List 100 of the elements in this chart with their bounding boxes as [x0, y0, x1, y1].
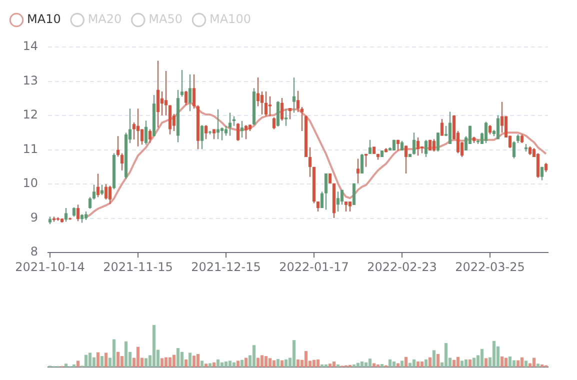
- candlestick: [296, 90, 300, 113]
- bar: [208, 363, 212, 367]
- bar: [436, 354, 440, 367]
- bar: [264, 356, 268, 367]
- bar: [432, 350, 436, 367]
- bar: [228, 360, 232, 367]
- candlestick: [240, 120, 244, 138]
- bar: [508, 356, 512, 367]
- bar: [444, 343, 448, 367]
- bar: [352, 364, 356, 367]
- candlestick: [340, 189, 344, 206]
- bar: [212, 362, 216, 367]
- bar: [204, 364, 208, 367]
- bar: [292, 340, 296, 367]
- candlestick: [220, 127, 224, 141]
- bar: [388, 359, 392, 367]
- bar: [452, 360, 456, 367]
- candlestick: [244, 124, 248, 140]
- candlestick: [212, 128, 216, 140]
- candlestick: [108, 185, 112, 204]
- bar: [280, 360, 284, 367]
- candlestick: [184, 90, 188, 106]
- bar: [460, 360, 464, 367]
- bar: [172, 354, 176, 367]
- candlestick: [292, 77, 296, 114]
- candlestick: [536, 152, 540, 178]
- candlestick: [416, 136, 420, 156]
- candlestick: [316, 201, 320, 212]
- bar: [316, 359, 320, 367]
- bar: [368, 358, 372, 367]
- candlestick: [324, 172, 328, 210]
- bar: [408, 362, 412, 367]
- bar: [88, 352, 92, 367]
- candlestick: [224, 125, 228, 136]
- candlestick: [308, 146, 312, 178]
- bar: [376, 364, 380, 367]
- candlestick: [280, 98, 284, 122]
- candlestick: [544, 162, 548, 173]
- bar: [176, 348, 180, 367]
- bar: [112, 339, 116, 367]
- bar: [272, 360, 276, 367]
- bar: [504, 358, 508, 367]
- bar: [240, 360, 244, 367]
- bar: [424, 359, 428, 367]
- bar: [532, 358, 536, 367]
- candlestick: [204, 124, 208, 140]
- bar: [296, 359, 300, 367]
- bar: [76, 360, 80, 367]
- candlestick: [268, 96, 272, 117]
- candlestick: [412, 132, 416, 156]
- bar: [500, 356, 504, 367]
- candlestick: [440, 118, 444, 136]
- bar: [116, 352, 120, 367]
- bar: [356, 362, 360, 367]
- candlestick: [264, 91, 268, 117]
- bar: [396, 363, 400, 367]
- candlestick: [132, 122, 136, 140]
- candlestick: [540, 166, 544, 181]
- bar: [136, 346, 140, 367]
- candlestick: [188, 74, 192, 112]
- candlestick: [136, 108, 140, 147]
- x-tick-label: 2022-02-23: [367, 260, 437, 274]
- candlestick: [272, 116, 276, 130]
- candlestick: [300, 106, 304, 132]
- bar: [284, 359, 288, 367]
- x-tick-label: 2021-12-15: [191, 260, 261, 274]
- bar: [160, 358, 164, 367]
- candlestick: [200, 124, 204, 150]
- bar: [252, 345, 256, 367]
- candlestick: [168, 104, 172, 135]
- bar: [412, 359, 416, 367]
- bar: [100, 356, 104, 367]
- bar: [232, 362, 236, 367]
- candlestick: [404, 145, 408, 174]
- candlestick: [448, 111, 452, 144]
- candlestick: [140, 128, 144, 146]
- bar: [84, 354, 88, 367]
- candlestick: [64, 208, 68, 222]
- bar: [492, 340, 496, 367]
- bar: [64, 364, 68, 367]
- legend-label: MA10: [27, 12, 61, 26]
- candlestick: [228, 112, 232, 136]
- candlestick: [436, 132, 440, 152]
- bar: [332, 362, 336, 367]
- candlestick: [344, 201, 348, 212]
- bar: [392, 362, 396, 367]
- bar: [512, 360, 516, 367]
- candlestick: [160, 91, 164, 116]
- bar: [360, 362, 364, 367]
- candlestick: [148, 128, 152, 144]
- candlestick: [484, 121, 488, 144]
- bar: [104, 352, 108, 367]
- candlestick: [424, 139, 428, 158]
- candlestick: [72, 206, 76, 218]
- bar: [468, 359, 472, 367]
- bar: [524, 360, 528, 367]
- candlestick: [432, 138, 436, 152]
- candlestick: [368, 139, 372, 154]
- bar: [164, 357, 168, 367]
- bar: [168, 357, 172, 367]
